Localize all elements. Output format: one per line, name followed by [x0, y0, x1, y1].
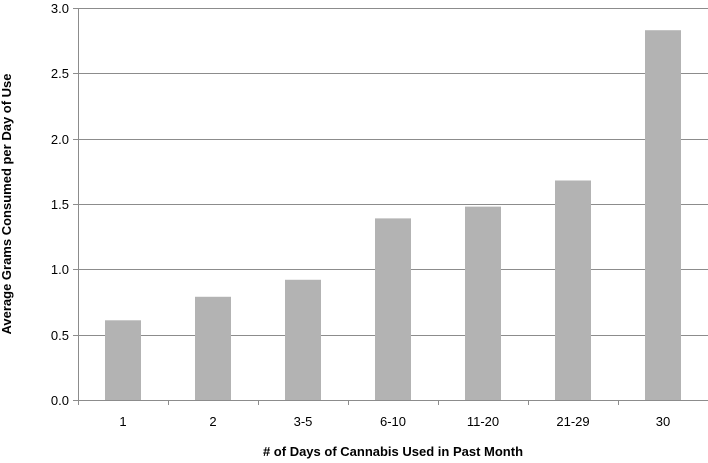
gridlines	[78, 8, 708, 336]
axes	[73, 8, 708, 405]
bars	[105, 30, 681, 401]
bar-3-5	[285, 279, 321, 400]
y-tick-label: 2.5	[51, 66, 69, 81]
x-tick-label: 6-10	[380, 414, 406, 429]
bar-6-10	[375, 218, 411, 400]
bar-11-20	[465, 206, 501, 400]
x-tick-label: 30	[656, 414, 670, 429]
y-tick-label: 0.0	[51, 393, 69, 408]
y-tick-label: 3.0	[51, 1, 69, 16]
bar-30	[645, 30, 681, 401]
bar-1	[105, 320, 141, 400]
x-tick-label: 3-5	[294, 414, 313, 429]
x-tick-label: 11-20	[467, 414, 499, 429]
y-tick-label: 1.0	[51, 262, 69, 277]
x-tick-label: 2	[209, 414, 216, 429]
y-tick-label: 0.5	[51, 328, 69, 343]
tick-labels: 0.0 0.5 1.0 1.5 2.0 2.5 3.0 1 2 3-5 6-10 11-20 21-29…	[51, 1, 670, 429]
bar-21-29	[555, 180, 591, 400]
bar-2	[195, 296, 231, 400]
x-axis-title: # of Days of Cannabis Used in Past Month	[263, 444, 523, 459]
x-tick-label: 21-29	[556, 414, 589, 429]
y-tick-label: 1.5	[51, 197, 69, 212]
x-tick-label: 1	[119, 414, 126, 429]
y-tick-label: 2.0	[51, 132, 69, 147]
y-axis-title: Average Grams Consumed per Day of Use	[0, 73, 14, 334]
